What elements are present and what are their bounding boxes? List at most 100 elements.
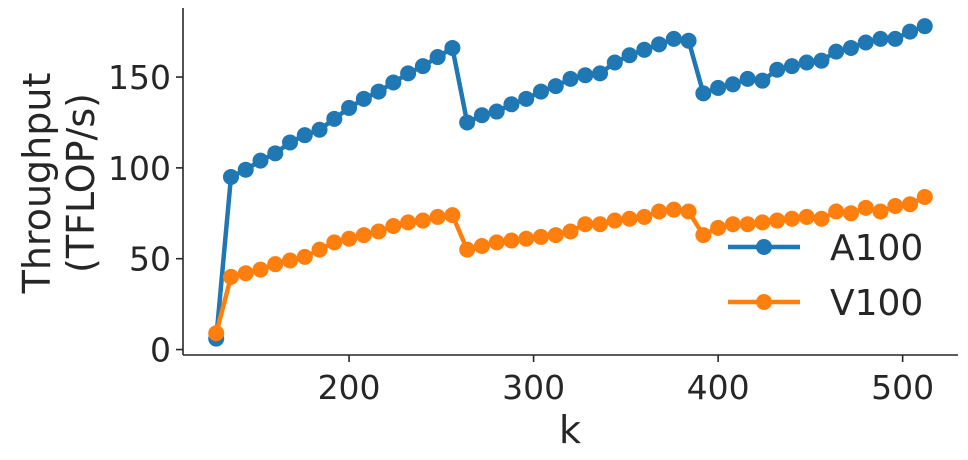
data-point-v100 [326,234,343,251]
y-axis-label: Throughput (TFLOP/s) [15,73,103,295]
y-tick-label: 100 [108,149,171,188]
data-point-v100 [872,203,889,220]
data-point-a100 [577,67,594,84]
data-point-v100 [562,223,579,240]
data-point-v100 [798,208,815,225]
data-point-a100 [252,152,269,169]
data-point-v100 [400,214,417,231]
data-point-a100 [562,70,579,87]
data-point-a100 [739,70,756,87]
data-point-a100 [547,78,564,95]
data-point-v100 [488,234,505,251]
data-point-a100 [370,83,387,100]
x-tick-label: 200 [318,368,381,407]
data-point-a100 [828,43,845,60]
data-point-a100 [459,114,476,131]
data-point-a100 [237,161,254,178]
data-point-v100 [355,227,372,244]
data-point-a100 [887,30,904,47]
data-point-v100 [887,198,904,215]
data-point-a100 [518,90,535,107]
data-point-v100 [547,227,564,244]
data-point-a100 [710,79,727,96]
data-point-v100 [518,230,535,247]
legend-label-a100: A100 [830,228,923,269]
y-tick-label: 50 [129,240,171,279]
data-point-a100 [902,23,919,40]
data-point-a100 [651,36,668,53]
x-tick-label: 300 [502,368,565,407]
data-point-v100 [621,210,638,227]
data-point-v100 [754,214,771,231]
data-point-a100 [532,83,549,100]
x-tick-label: 400 [687,368,750,407]
data-point-v100 [665,201,682,218]
series-a100 [208,18,933,347]
data-point-a100 [429,49,446,66]
data-point-v100 [282,252,299,269]
data-point-a100 [282,134,299,151]
data-point-a100 [813,52,830,69]
data-point-a100 [400,65,417,82]
data-point-a100 [665,30,682,47]
data-point-a100 [592,65,609,82]
data-point-v100 [680,203,697,220]
y-axis-label-line-2: (TFLOP/s) [59,93,103,273]
data-point-a100 [636,41,653,58]
data-point-a100 [872,30,889,47]
x-axis-label: k [559,408,581,452]
data-point-a100 [842,39,859,56]
data-point-v100 [459,241,476,258]
data-point-a100 [606,54,623,71]
legend: A100 V100 [728,228,923,324]
data-point-a100 [783,58,800,75]
data-point-v100 [429,208,446,225]
data-point-v100 [857,199,874,216]
data-point-a100 [473,107,490,124]
data-point-v100 [311,241,328,258]
data-point-a100 [414,58,431,75]
data-point-v100 [769,212,786,229]
legend-item-a100: A100 [728,228,923,269]
series-v100 [208,188,933,342]
data-point-a100 [267,145,284,162]
data-point-v100 [370,223,387,240]
data-point-v100 [252,261,269,278]
data-point-a100 [222,168,239,185]
legend-item-v100: V100 [728,283,923,324]
data-point-v100 [237,265,254,282]
data-point-a100 [695,85,712,102]
data-point-a100 [857,34,874,51]
data-point-v100 [385,218,402,235]
data-point-v100 [695,227,712,244]
data-point-v100 [592,216,609,233]
data-point-a100 [769,61,786,78]
data-point-v100 [414,212,431,229]
data-point-v100 [222,268,239,285]
data-point-a100 [680,32,697,49]
data-point-v100 [724,216,741,233]
data-point-v100 [842,205,859,222]
data-point-a100 [326,110,343,127]
data-point-v100 [636,208,653,225]
data-point-v100 [710,219,727,236]
y-axis-label-line-1: Throughput [15,73,59,295]
x-tick-label: 500 [871,368,934,407]
data-point-v100 [916,188,933,205]
data-point-a100 [355,90,372,107]
data-point-v100 [341,230,358,247]
data-point-a100 [311,121,328,138]
data-point-v100 [208,325,225,342]
plot-area [208,18,933,347]
data-point-a100 [621,47,638,64]
data-point-v100 [577,216,594,233]
data-point-v100 [503,232,520,249]
legend-marker-v100 [756,294,772,310]
x-axis-ticks: 200 300 400 500 [318,355,934,407]
data-point-a100 [503,96,520,113]
data-point-a100 [754,72,771,89]
data-point-a100 [296,127,313,144]
data-point-v100 [444,207,461,224]
data-point-a100 [385,74,402,91]
